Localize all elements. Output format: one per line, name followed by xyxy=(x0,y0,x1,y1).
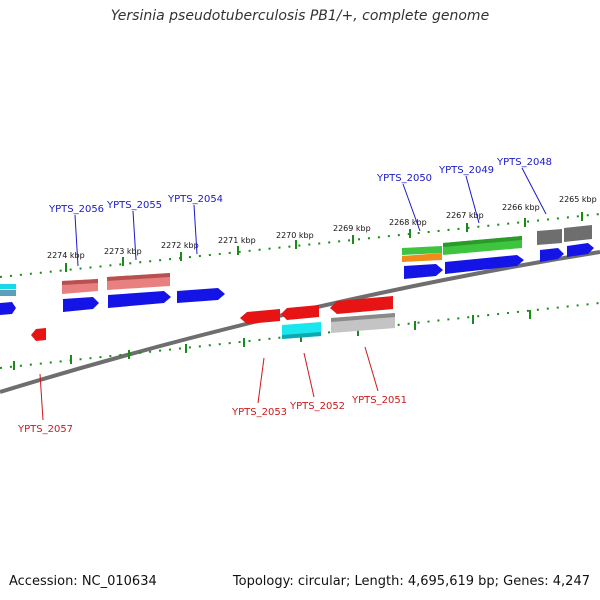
gene-feature[interactable] xyxy=(567,243,594,257)
lower-leader-lines xyxy=(39,346,379,421)
gene-label-ypts-2053[interactable]: YPTS_2053 xyxy=(231,407,287,418)
kbp-label: 2268 kbp xyxy=(389,218,427,227)
gene-feature[interactable] xyxy=(281,305,319,320)
kbp-label: 2265 kbp xyxy=(559,195,597,204)
gene-feature[interactable] xyxy=(0,284,16,289)
genome-backbone xyxy=(0,250,600,394)
kbp-label: 2269 kbp xyxy=(333,224,371,233)
gene-label-ypts-2056[interactable]: YPTS_2056 xyxy=(48,204,104,215)
gene-label-ypts-2055[interactable]: YPTS_2055 xyxy=(106,200,162,211)
kbp-label: 2267 kbp xyxy=(446,211,484,220)
genome-summary-text: Topology: circular; Length: 4,695,619 bp… xyxy=(232,574,590,589)
gene-feature[interactable] xyxy=(330,296,393,314)
gene-feature[interactable] xyxy=(177,288,225,303)
gene-feature[interactable] xyxy=(0,290,16,296)
reverse-features xyxy=(31,296,395,341)
gene-label-ypts-2052[interactable]: YPTS_2052 xyxy=(289,401,345,412)
gene-label-ypts-2049[interactable]: YPTS_2049 xyxy=(438,165,494,176)
gene-label-ypts-2057[interactable]: YPTS_2057 xyxy=(17,424,73,435)
gene-feature[interactable] xyxy=(402,246,442,255)
gene-feature[interactable] xyxy=(63,297,99,312)
gene-feature[interactable] xyxy=(402,253,442,262)
gene-feature[interactable] xyxy=(31,328,46,341)
gene-feature[interactable] xyxy=(537,229,562,245)
gene-feature[interactable] xyxy=(0,302,16,315)
accession-text: Accession: NC_010634 xyxy=(9,574,157,589)
gene-feature[interactable] xyxy=(240,309,280,324)
kbp-label: 2270 kbp xyxy=(276,231,314,240)
gene-feature[interactable] xyxy=(331,313,395,322)
upper-ruler xyxy=(0,213,600,278)
gene-feature[interactable] xyxy=(445,255,524,274)
gene-label-ypts-2050[interactable]: YPTS_2050 xyxy=(376,173,432,184)
upper-major-ticks xyxy=(65,212,583,272)
gene-feature[interactable] xyxy=(443,236,522,247)
gene-feature[interactable] xyxy=(62,279,98,285)
kbp-label: 2271 kbp xyxy=(218,236,256,245)
kbp-label: 2274 kbp xyxy=(47,251,85,260)
gene-label-ypts-2048[interactable]: YPTS_2048 xyxy=(496,157,552,168)
gene-feature[interactable] xyxy=(564,225,592,242)
gene-feature[interactable] xyxy=(404,264,443,279)
gene-label-ypts-2054[interactable]: YPTS_2054 xyxy=(167,194,223,205)
upper-leader-lines xyxy=(74,167,547,267)
kbp-label: 2272 kbp xyxy=(161,241,199,250)
genome-title: Yersinia pseudotuberculosis PB1/+, compl… xyxy=(110,8,490,24)
gene-feature[interactable] xyxy=(108,291,171,308)
gene-feature[interactable] xyxy=(107,273,170,281)
gene-feature[interactable] xyxy=(540,248,564,262)
kbp-label: 2273 kbp xyxy=(104,247,142,256)
forward-features xyxy=(0,225,594,315)
kbp-label: 2266 kbp xyxy=(502,203,540,212)
gene-feature[interactable] xyxy=(282,332,321,339)
gene-label-ypts-2051[interactable]: YPTS_2051 xyxy=(351,395,407,406)
